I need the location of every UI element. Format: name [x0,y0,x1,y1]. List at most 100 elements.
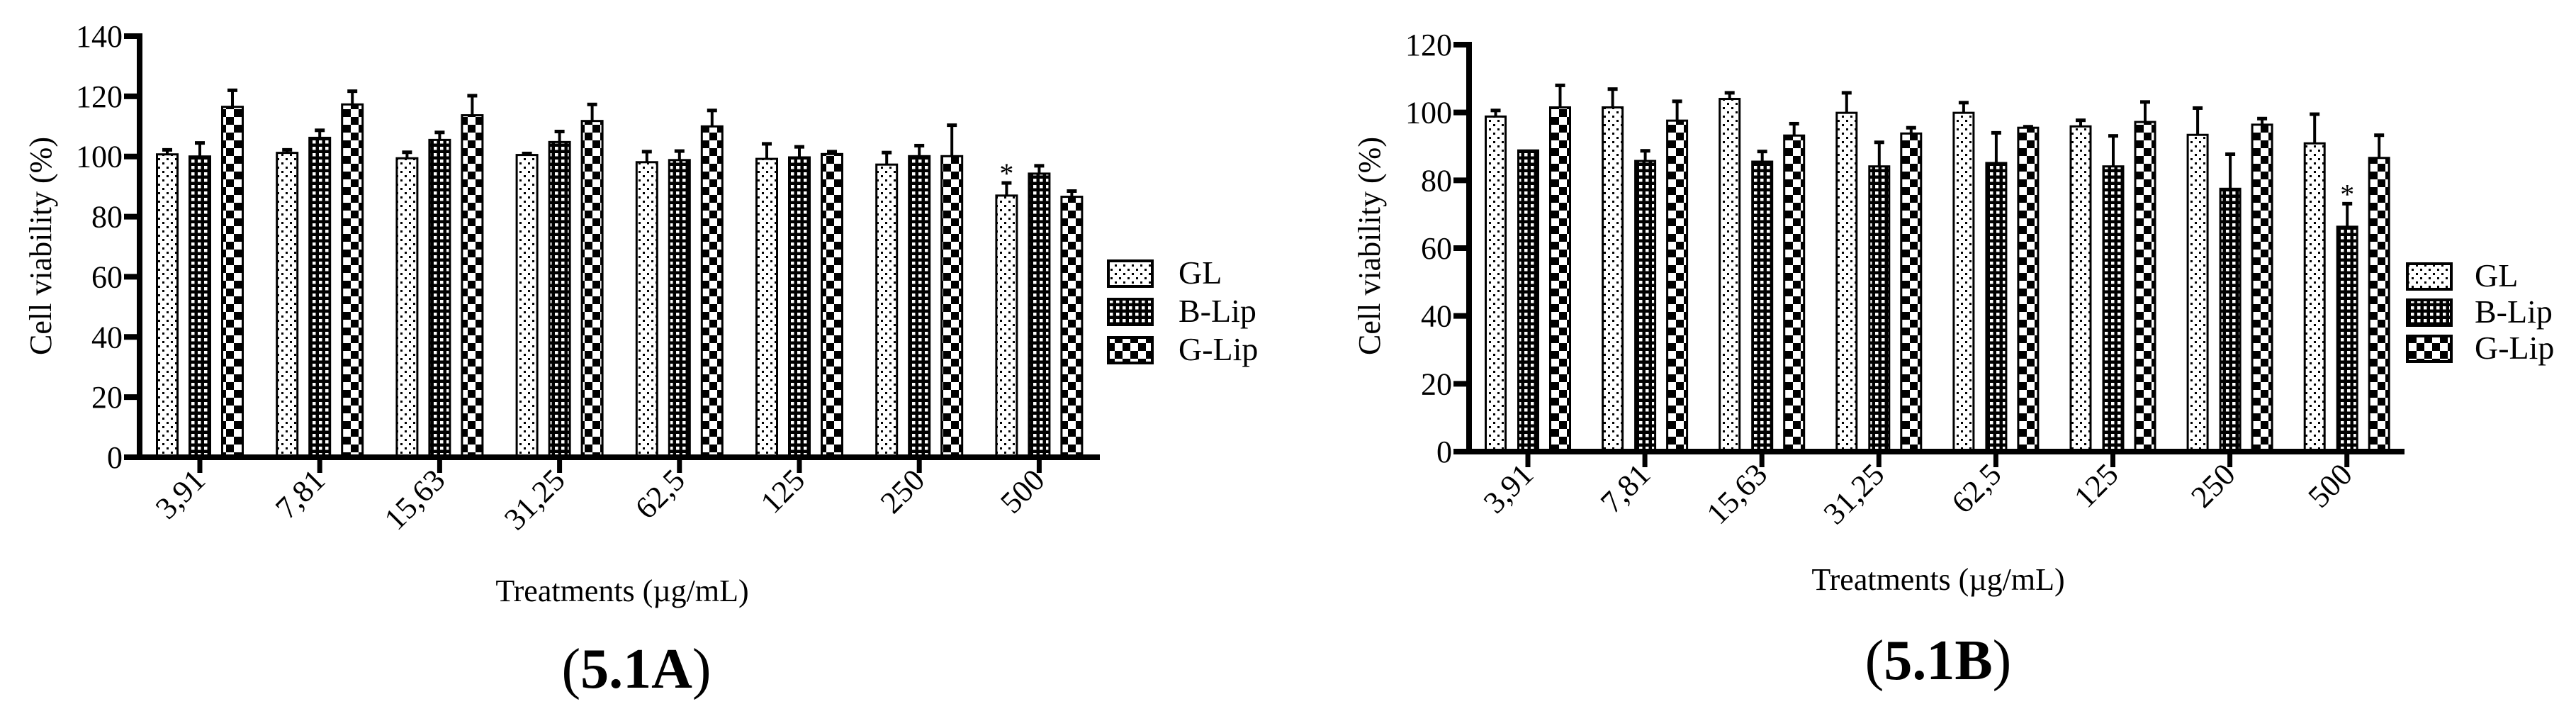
bar-g-lip-6 [940,123,964,459]
y-tick-label: 140 [76,19,123,54]
bar-gl-3 [1835,91,1858,453]
x-tick-label: 7,81 [269,462,332,525]
bar-gl-4 [1952,101,1975,453]
x-tick-label: 500 [2301,457,2358,514]
bar [1719,98,1741,453]
bar [1900,132,1923,453]
legend-label: G-Lip [1179,331,1258,367]
y-axis-title: Cell viability (%) [1352,137,1387,355]
bar-g-lip-5 [2134,100,2156,453]
bar [1835,111,1858,453]
bar [940,155,964,459]
y-tick-label: 100 [76,140,123,174]
bar-gl-7 [995,181,1018,459]
bar [755,157,778,459]
bar-b-lip-5 [2102,134,2125,453]
y-tick-label: 80 [1421,163,1452,198]
bar [1666,119,1689,453]
y-tick-label: 60 [91,259,123,294]
bar [156,153,179,459]
y-tick-label: 120 [1405,28,1452,62]
bar-b-lip-6 [908,143,931,459]
bar [1517,149,1539,453]
y-tick-label: 20 [1421,367,1452,401]
bar-gl-6 [2186,106,2209,453]
y-tick-label: 20 [91,380,123,415]
y-tick-label: 80 [91,200,123,235]
bar-gl-6 [875,150,899,459]
legend-label: B-Lip [2475,294,2553,330]
bar-b-lip-1 [1634,149,1657,453]
legend-swatch [2406,335,2453,363]
bar-gl-0 [1485,108,1507,453]
x-tick-label: 3,91 [1477,457,1540,520]
bar-gl-3 [515,151,539,459]
bar [428,138,451,459]
bar-g-lip-4 [700,108,724,459]
bar-g-lip-0 [221,88,244,459]
bar [2336,225,2358,453]
bar-b-lip-2 [428,130,451,459]
bar-g-lip-5 [821,150,843,459]
x-axis-ticks: 3,91 7,81 15,63 31,25 62,5 125 250 500 [149,457,1051,537]
bar-b-lip-1 [308,128,332,459]
bar [635,161,658,459]
bar-g-lip-3 [580,102,604,459]
bar-series: * [156,88,1084,459]
x-tick-label: 31,25 [497,462,572,537]
bar [2017,126,2040,453]
bar-gl-2 [395,150,419,459]
x-tick-label: 7,81 [1594,457,1657,520]
significance-asterisk: * [999,157,1013,189]
bar [2219,187,2242,453]
bar [1485,115,1507,453]
legend-item-gl: GL [2406,257,2518,294]
axes [124,33,1100,460]
bar [788,156,811,459]
bar-g-lip-1 [341,89,364,459]
bar [1783,134,1806,453]
bar-gl-2 [1719,91,1741,453]
legend-swatch [1107,298,1154,326]
bar [700,125,724,459]
bar [908,155,931,459]
bar [995,194,1018,459]
bar [2069,125,2092,453]
legend-label: GL [1179,255,1222,291]
bar [276,152,299,459]
legend-item-b-lip: B-Lip [1107,293,1256,329]
bar [1028,172,1051,459]
legend-swatch [2406,298,2453,327]
bar [2368,157,2390,453]
bar-gl-4 [635,150,658,459]
bar [341,103,364,459]
bar-g-lip-6 [2251,116,2273,453]
legend-swatch [1107,336,1154,364]
x-axis-label: Treatments (µg/mL) [495,574,748,608]
legend-item-gl: GL [1107,255,1222,291]
bar [1751,160,1774,453]
bar [580,120,604,459]
bar-gl-7 [2303,112,2326,453]
y-axis-ticks: 0 20 40 60 80 100 120 140 [76,19,140,475]
bar [1634,160,1657,453]
x-tick-label: 250 [2184,457,2242,514]
panel-5-1b: Cell viability (%) 0 20 40 60 80 100 120 * 3,9… [1352,28,2554,692]
bar [1060,196,1084,459]
bar-b-lip-0 [189,141,211,459]
x-tick-label: 62,5 [1945,457,2008,520]
bar-g-lip-3 [1900,125,1923,453]
panel-caption: (5.1B) [1865,630,2012,692]
bar [1952,111,1975,453]
x-tick-label: 31,25 [1817,457,1891,531]
bar-b-lip-4 [1985,130,2008,453]
axes [1453,42,2405,454]
bar-b-lip-3 [1868,140,1891,453]
x-axis-label: Treatments (µg/mL) [1811,562,2064,597]
bar [2134,121,2156,453]
bar-b-lip-7 [1028,164,1051,459]
bar-gl-5 [755,142,778,459]
bar [2186,133,2209,453]
